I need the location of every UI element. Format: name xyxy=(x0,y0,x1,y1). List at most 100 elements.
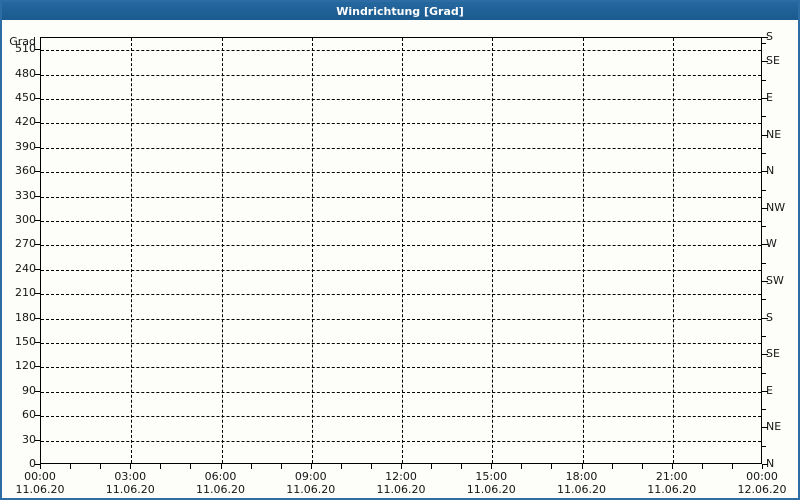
y2-axis-minor-tick xyxy=(762,152,766,154)
x-axis-tick xyxy=(190,464,192,469)
x-axis-tick xyxy=(100,464,102,469)
x-axis-tick-date: 11.06.20 xyxy=(376,483,426,496)
grid-line-vertical xyxy=(131,38,133,463)
x-axis-tick-time: 09:00 xyxy=(294,470,327,483)
x-axis-tick-time: 21:00 xyxy=(655,470,688,483)
y-axis-tick xyxy=(35,220,40,221)
x-axis-tick xyxy=(250,464,252,469)
y-axis-tick xyxy=(35,122,40,124)
window-titlebar: Windrichtung [Grad] xyxy=(2,2,798,20)
y-axis-tick-label: 120 xyxy=(15,359,36,373)
grid-line-horizontal xyxy=(41,269,761,271)
y-axis-tick-label: 30 xyxy=(22,432,36,446)
y2-axis-tick-label: E xyxy=(766,91,773,104)
y2-axis-tick xyxy=(762,464,768,465)
y-axis-tick-label: 180 xyxy=(15,310,36,324)
y-axis-tick-label: 390 xyxy=(15,139,36,153)
y2-axis-tick xyxy=(762,134,768,136)
y2-axis-tick-label: NW xyxy=(766,200,786,214)
y2-axis-tick-label: E xyxy=(766,383,773,397)
plot-area xyxy=(40,37,762,464)
x-axis-tick-label: 15:00 11.06.20 xyxy=(467,470,516,496)
x-axis-tick xyxy=(40,464,41,469)
x-axis-tick-date: 11.06.20 xyxy=(647,483,697,496)
grid-line-vertical xyxy=(582,38,584,463)
x-axis-tick-time: 15:00 xyxy=(475,470,508,483)
y2-axis-minor-tick xyxy=(762,79,766,81)
y-axis-tick-label: 90 xyxy=(22,383,36,397)
x-axis-tick-time: 00:00 xyxy=(24,470,56,483)
y2-axis-minor-tick xyxy=(762,445,766,447)
y-axis-tick xyxy=(35,317,40,319)
y-axis-tick-label: 420 xyxy=(15,115,36,129)
grid-line-vertical xyxy=(672,38,674,463)
y-axis-tick xyxy=(35,195,40,197)
x-axis-tick-date: 11.06.20 xyxy=(557,483,606,496)
y2-axis-tick xyxy=(762,61,768,63)
y-axis-tick-label: 0 xyxy=(29,457,36,470)
grid-line-horizontal xyxy=(41,221,761,222)
y2-axis-tick-label: N xyxy=(766,164,775,178)
y-axis-tick-label: 330 xyxy=(15,188,36,202)
x-axis-tick xyxy=(461,464,463,469)
x-axis-tick xyxy=(731,464,733,469)
x-axis-tick xyxy=(701,464,703,469)
grid-line-horizontal xyxy=(41,318,761,320)
y-axis-unit-label: Grad xyxy=(9,35,36,48)
x-axis-tick xyxy=(581,464,583,469)
x-axis-tick xyxy=(130,464,132,469)
y-axis-tick xyxy=(35,366,40,368)
grid-line-vertical xyxy=(311,38,313,463)
grid-line-horizontal xyxy=(41,74,761,76)
y2-axis: N NE E SE S SW W NW N NE E SE S xyxy=(762,31,798,469)
grid-line-vertical xyxy=(492,38,494,463)
y-axis-tick xyxy=(35,98,40,99)
x-axis-tick xyxy=(280,464,282,469)
x-axis-tick-label: 09:00 11.06.20 xyxy=(286,470,335,496)
x-axis-tick xyxy=(551,464,553,469)
x-axis-tick-label: 00:00 12.06.20 xyxy=(738,470,787,496)
chart-area: Grad N NE E SE S SW W NW N NE E SE S 0 30 60 90 120 150 18… xyxy=(2,20,798,498)
y-axis-tick-label: 270 xyxy=(15,237,36,251)
grid-line-horizontal xyxy=(41,147,761,149)
y-axis-tick-label: 240 xyxy=(15,261,36,275)
x-axis-tick xyxy=(160,464,162,469)
y2-axis-tick xyxy=(762,37,768,38)
y-axis-tick-label: 360 xyxy=(15,164,36,178)
y2-axis-tick-label: SE xyxy=(766,347,780,361)
y2-axis-minor-tick xyxy=(762,116,766,118)
y2-axis-minor-tick xyxy=(762,372,766,374)
grid-line-horizontal xyxy=(41,391,761,393)
y2-axis-tick-label: S xyxy=(766,30,773,43)
y2-axis-tick-label: W xyxy=(766,237,777,251)
y-axis-tick xyxy=(35,49,40,51)
grid-line-vertical xyxy=(402,38,403,463)
x-axis-tick xyxy=(340,464,342,469)
y2-axis-tick xyxy=(762,354,768,356)
y-axis-tick xyxy=(35,268,40,270)
y-axis-tick-label: 450 xyxy=(15,91,36,104)
grid-line-horizontal xyxy=(41,172,761,174)
y-axis-tick xyxy=(35,244,40,246)
x-axis-tick xyxy=(401,464,402,469)
y-axis-tick-label: 480 xyxy=(15,66,36,80)
y2-axis-minor-tick xyxy=(762,262,766,264)
y2-axis-tick xyxy=(762,244,768,246)
x-axis-tick-label: 12:00 11.06.20 xyxy=(377,470,426,496)
y-axis-tick xyxy=(35,146,40,148)
grid-line-horizontal xyxy=(41,50,761,52)
x-axis-tick-date: 11.06.20 xyxy=(105,483,155,496)
y-axis-tick-label: 60 xyxy=(22,408,36,422)
y2-axis-tick-label: S xyxy=(766,310,773,324)
grid-line-horizontal xyxy=(41,343,761,344)
y-axis-tick-label: 510 xyxy=(15,42,36,56)
y2-axis-tick-label: NE xyxy=(766,420,782,434)
y2-axis-tick-label: NE xyxy=(766,127,782,141)
grid-line-horizontal xyxy=(41,245,761,247)
x-axis-tick-date: 11.06.20 xyxy=(196,483,245,496)
x-axis-tick-time: 03:00 xyxy=(114,470,147,483)
y-axis-tick xyxy=(35,390,40,392)
x-axis-tick-label: 18:00 11.06.20 xyxy=(557,470,606,496)
y-axis-tick xyxy=(35,73,40,75)
